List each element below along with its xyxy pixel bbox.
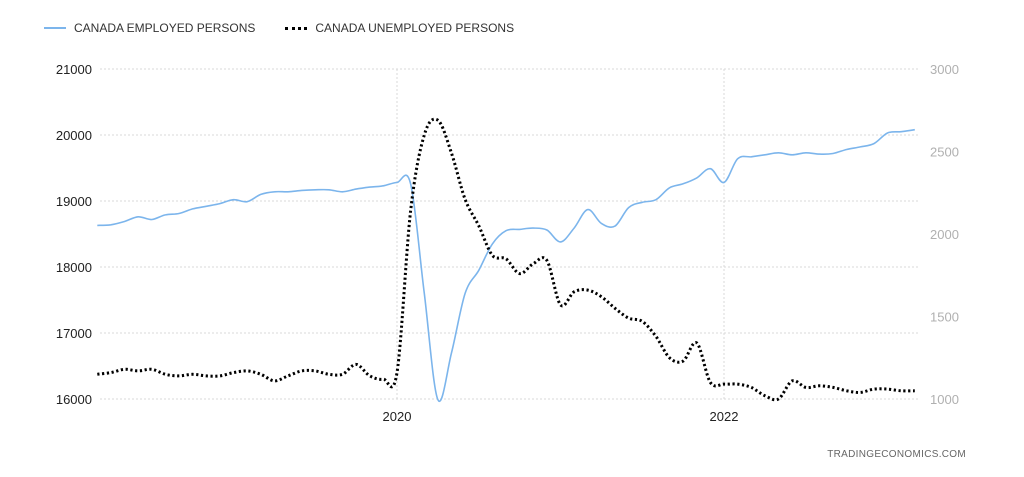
- x-axis-ticks: 2020 2022: [383, 409, 739, 424]
- right-axis-tick-label: 1500: [930, 310, 959, 325]
- legend-item-unemployed[interactable]: CANADA UNEMPLOYED PERSONS: [285, 21, 514, 35]
- series-line-unemployed[interactable]: [97, 117, 915, 402]
- right-axis-tick-label: 2000: [930, 227, 959, 242]
- right-axis-ticks: 1000 1500 2000 2500 3000: [930, 62, 959, 407]
- left-axis-tick-label: 21000: [56, 62, 92, 77]
- grid-lines: [100, 68, 920, 400]
- x-axis-tick-label: 2020: [383, 409, 412, 424]
- source-credit[interactable]: TRADINGECONOMICS.COM: [827, 449, 966, 460]
- left-axis-tick-label: 18000: [56, 260, 92, 275]
- right-axis-tick-label: 2500: [930, 145, 959, 160]
- right-axis-tick-label: 3000: [930, 62, 959, 77]
- x-axis-tick-label: 2022: [710, 409, 739, 424]
- left-axis-tick-label: 19000: [56, 194, 92, 209]
- series-layer: [97, 117, 915, 403]
- legend-swatch-employed: [44, 27, 66, 29]
- legend-swatch-unemployed: [285, 26, 308, 30]
- series-line-employed[interactable]: [97, 128, 915, 403]
- right-axis-tick-label: 1000: [930, 392, 959, 407]
- left-axis-tick-label: 16000: [56, 392, 92, 407]
- legend-item-employed[interactable]: CANADA EMPLOYED PERSONS: [44, 21, 255, 35]
- left-axis-tick-label: 20000: [56, 128, 92, 143]
- legend-label-employed: CANADA EMPLOYED PERSONS: [74, 21, 256, 35]
- legend: CANADA EMPLOYED PERSONS CANADA UNEMPLOYE…: [44, 21, 544, 35]
- legend-label-unemployed: CANADA UNEMPLOYED PERSONS: [315, 21, 515, 35]
- left-axis-tick-label: 17000: [56, 326, 92, 341]
- left-axis-ticks: 16000 17000 18000 19000 20000 21000: [56, 62, 92, 407]
